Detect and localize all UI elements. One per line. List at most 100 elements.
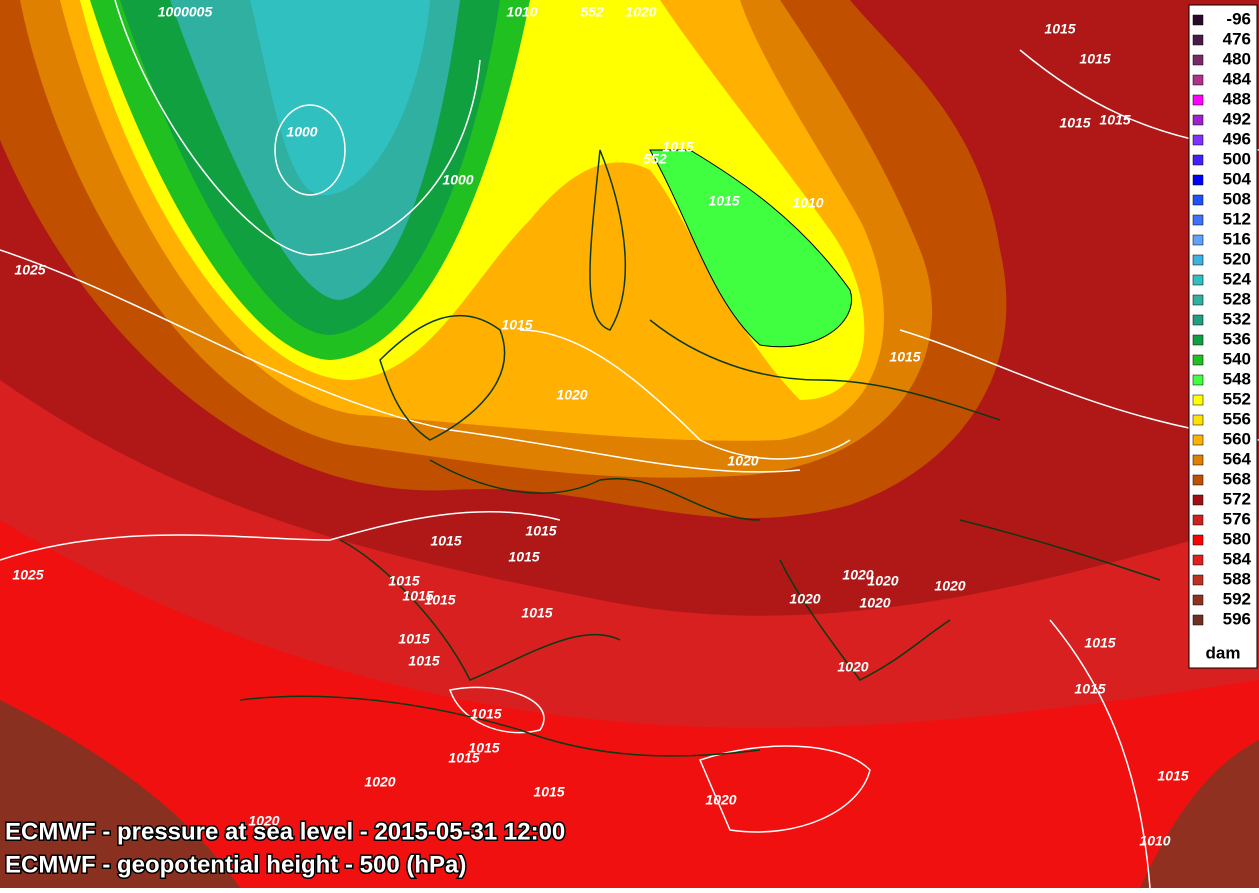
legend-label: 548 [1223, 369, 1251, 388]
isobar-label: 1025 [14, 262, 45, 278]
isobar-label: 552 [643, 151, 667, 167]
isobar-label: 1020 [859, 595, 890, 611]
isobar-label: 1025 [12, 567, 43, 583]
legend-label: 584 [1223, 549, 1252, 568]
isobar-label: 1020 [556, 387, 587, 403]
legend-label: 516 [1223, 229, 1251, 248]
legend-swatch [1192, 394, 1204, 406]
legend-label: 488 [1223, 89, 1251, 108]
legend-label: 476 [1223, 29, 1251, 48]
isobar-label: 552 [580, 4, 604, 20]
legend-label: 536 [1223, 329, 1251, 348]
legend-label: 568 [1223, 469, 1251, 488]
legend-label: 592 [1223, 589, 1251, 608]
legend-swatch [1192, 354, 1204, 366]
legend-label: 524 [1223, 269, 1252, 288]
isobar-label: 1015 [1079, 51, 1110, 67]
legend-swatch [1192, 94, 1204, 106]
legend-swatch [1192, 114, 1204, 126]
legend-label: 520 [1223, 249, 1251, 268]
legend-swatch [1192, 614, 1204, 626]
legend-label: 560 [1223, 429, 1251, 448]
legend-label: 492 [1223, 109, 1251, 128]
legend-swatch [1192, 254, 1204, 266]
isobar-label: 1000 [442, 172, 473, 188]
legend-swatch [1192, 54, 1204, 66]
legend-swatch [1192, 474, 1204, 486]
legend-swatch [1192, 534, 1204, 546]
legend: -964764804844884924965005045085125165205… [1192, 9, 1252, 628]
legend-swatch [1192, 174, 1204, 186]
legend-label: 564 [1223, 449, 1252, 468]
isobar-label: 1020 [867, 573, 898, 589]
isobar-label: 1020 [789, 591, 820, 607]
legend-swatch [1192, 414, 1204, 426]
legend-label: 588 [1223, 569, 1251, 588]
legend-swatch [1192, 454, 1204, 466]
isobar-label: 1015 [408, 653, 439, 669]
legend-swatch [1192, 194, 1204, 206]
isobar-label: 1010 [792, 195, 823, 211]
isobar-label: 1015 [1044, 21, 1075, 37]
legend-label: 500 [1223, 149, 1251, 168]
isobar-label: 1015 [708, 193, 739, 209]
legend-label: 496 [1223, 129, 1251, 148]
legend-label: -96 [1226, 9, 1251, 28]
isobar-label: 1020 [625, 4, 656, 20]
legend-label: 480 [1223, 49, 1251, 68]
legend-label: 484 [1223, 69, 1252, 88]
isobar-label: 1015 [1099, 112, 1130, 128]
isobar-label: 1015 [448, 750, 479, 766]
isobar-label: 1020 [837, 659, 868, 675]
legend-swatch [1192, 154, 1204, 166]
legend-label: 528 [1223, 289, 1251, 308]
legend-label: 576 [1223, 509, 1251, 528]
isobar-label: 1000 [286, 124, 317, 140]
isobar-label: 1015 [402, 588, 433, 604]
legend-swatch [1192, 514, 1204, 526]
legend-swatch [1192, 34, 1204, 46]
legend-swatch [1192, 274, 1204, 286]
isobar-label: 1015 [525, 523, 556, 539]
legend-swatch [1192, 434, 1204, 446]
legend-label: 580 [1223, 529, 1251, 548]
isobar-label: 1010 [1139, 833, 1170, 849]
legend-label: 572 [1223, 489, 1251, 508]
isobar-label: 1015 [424, 592, 455, 608]
isobar-label: 1015 [468, 740, 499, 756]
isobar-label: 1020 [842, 567, 873, 583]
isobar-label: 1010 [506, 4, 537, 20]
legend-label: 512 [1223, 209, 1251, 228]
legend-swatch [1192, 14, 1204, 26]
legend-label: 556 [1223, 409, 1251, 428]
legend-label: 596 [1223, 609, 1251, 628]
legend-unit: dam [1206, 643, 1241, 662]
isobar-label: 1015 [1074, 681, 1105, 697]
caption: ECMWF - pressure at sea level - 2015-05-… [5, 818, 565, 845]
legend-swatch [1192, 134, 1204, 146]
isobar-label: 1015 [1059, 115, 1090, 131]
legend-swatch [1192, 214, 1204, 226]
legend-swatch [1192, 334, 1204, 346]
isobar-label: 1015 [521, 605, 552, 621]
legend-label: 508 [1223, 189, 1251, 208]
legend-swatch [1192, 234, 1204, 246]
legend-swatch [1192, 554, 1204, 566]
isobar-label: 1015 [388, 573, 419, 589]
legend-swatch [1192, 74, 1204, 86]
legend-label: 504 [1223, 169, 1252, 188]
legend-swatch [1192, 594, 1204, 606]
legend-swatch [1192, 494, 1204, 506]
isobar-label: 1020 [727, 453, 758, 469]
caption: ECMWF - geopotential height - 500 (hPa) [5, 851, 466, 878]
isobar-label: 1000005 [158, 4, 213, 20]
isobar-label: 1020 [364, 774, 395, 790]
legend-label: 532 [1223, 309, 1251, 328]
legend-label: 552 [1223, 389, 1251, 408]
isobar-label: 1015 [501, 317, 532, 333]
legend-label: 540 [1223, 349, 1251, 368]
isobar-label: 1015 [662, 139, 693, 155]
legend-swatch [1192, 294, 1204, 306]
legend-swatch [1192, 574, 1204, 586]
